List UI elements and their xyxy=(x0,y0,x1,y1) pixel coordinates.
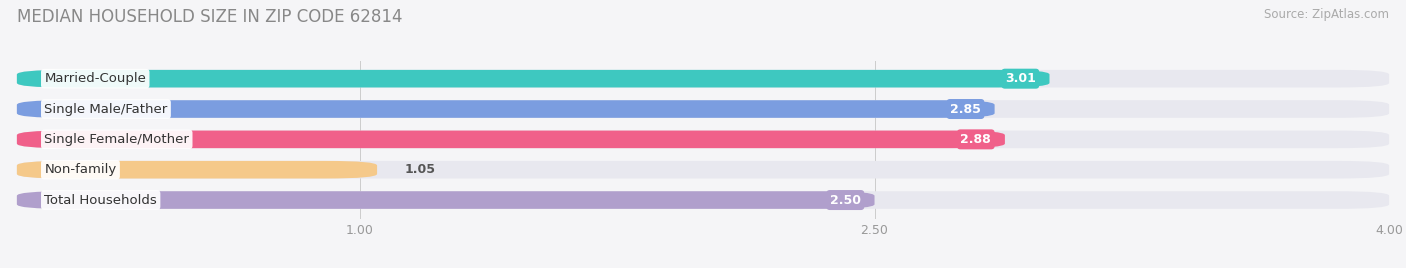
FancyBboxPatch shape xyxy=(17,191,1389,209)
FancyBboxPatch shape xyxy=(17,70,1389,87)
Text: Single Female/Mother: Single Female/Mother xyxy=(45,133,190,146)
FancyBboxPatch shape xyxy=(17,161,377,178)
Text: 1.05: 1.05 xyxy=(405,163,436,176)
Text: Single Male/Father: Single Male/Father xyxy=(45,103,167,116)
FancyBboxPatch shape xyxy=(17,100,994,118)
Text: Non-family: Non-family xyxy=(45,163,117,176)
FancyBboxPatch shape xyxy=(17,100,1389,118)
FancyBboxPatch shape xyxy=(17,161,1389,178)
Text: 2.50: 2.50 xyxy=(830,193,860,207)
Text: Married-Couple: Married-Couple xyxy=(45,72,146,85)
Text: 2.85: 2.85 xyxy=(950,103,981,116)
Text: Total Households: Total Households xyxy=(45,193,157,207)
Text: Source: ZipAtlas.com: Source: ZipAtlas.com xyxy=(1264,8,1389,21)
Text: MEDIAN HOUSEHOLD SIZE IN ZIP CODE 62814: MEDIAN HOUSEHOLD SIZE IN ZIP CODE 62814 xyxy=(17,8,402,26)
FancyBboxPatch shape xyxy=(17,131,1005,148)
FancyBboxPatch shape xyxy=(17,191,875,209)
FancyBboxPatch shape xyxy=(17,131,1389,148)
Text: 3.01: 3.01 xyxy=(1005,72,1036,85)
Text: 2.88: 2.88 xyxy=(960,133,991,146)
FancyBboxPatch shape xyxy=(17,70,1049,87)
